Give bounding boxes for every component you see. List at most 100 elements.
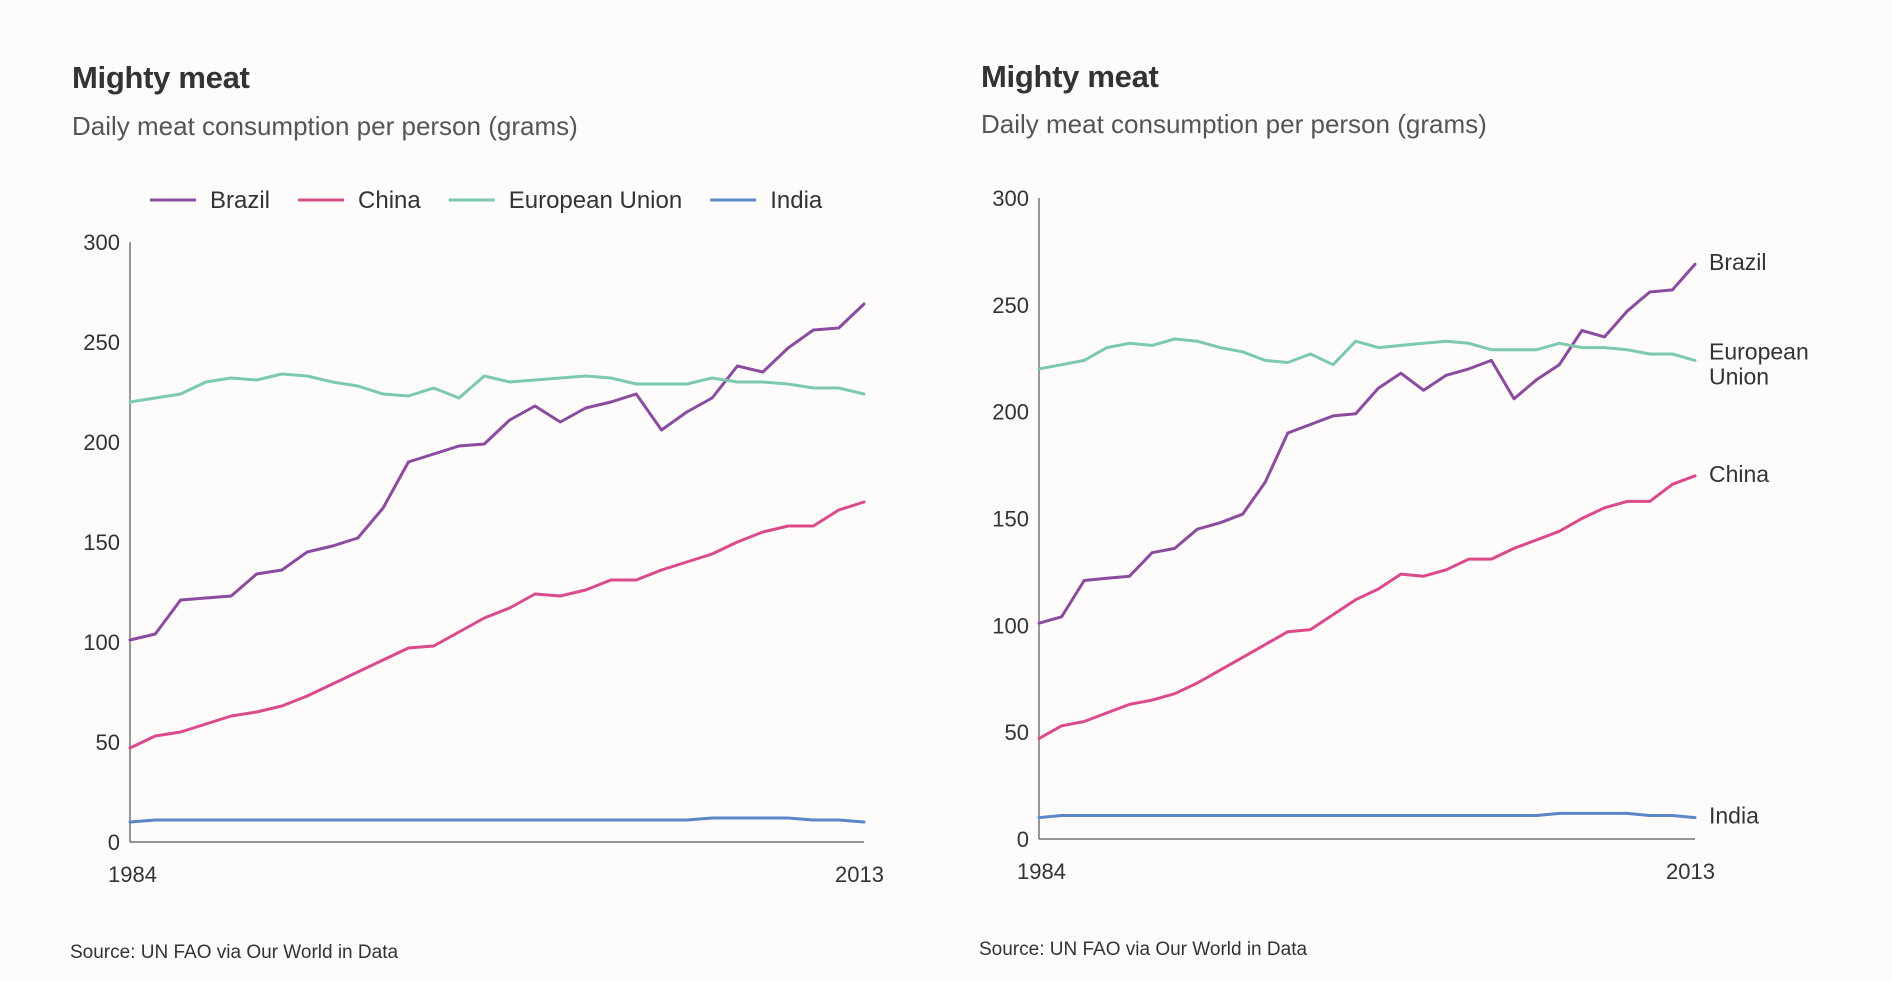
data-point [533, 818, 537, 822]
data-point [1037, 622, 1041, 625]
data-point [1241, 656, 1244, 659]
data-point [786, 346, 790, 350]
data-point [1671, 483, 1674, 486]
data-point [154, 396, 157, 400]
data-point [1128, 703, 1131, 706]
data-point [1218, 814, 1222, 817]
data-point [407, 460, 410, 464]
data-point [1648, 352, 1651, 356]
data-point [1648, 290, 1651, 294]
data-point [584, 588, 587, 592]
data-point [331, 380, 334, 384]
data-point [1037, 367, 1041, 371]
data-point [483, 818, 486, 822]
data-point [306, 818, 309, 822]
data-point [1467, 814, 1470, 817]
data-point [786, 816, 790, 820]
data-point [128, 400, 132, 404]
data-point [1354, 412, 1357, 415]
data-point [660, 428, 663, 432]
data-point [1399, 572, 1403, 576]
data-point [1105, 346, 1109, 349]
data-point [1173, 814, 1176, 817]
data-point [128, 820, 132, 824]
data-point [204, 380, 208, 384]
data-point [710, 552, 714, 556]
data-point [1422, 389, 1425, 392]
data-point [1580, 517, 1584, 520]
data-point [255, 818, 258, 822]
data-point [1535, 538, 1538, 542]
data-point [1060, 615, 1063, 618]
data-point [154, 734, 157, 738]
data-point [584, 406, 587, 410]
data-point [255, 710, 258, 714]
data-point [635, 392, 638, 396]
data-point [1309, 352, 1312, 356]
data-point [1445, 340, 1448, 343]
data-point [761, 370, 764, 374]
data-point [381, 506, 385, 510]
data-point [230, 376, 233, 380]
series-line-china [128, 500, 866, 750]
data-point [1648, 500, 1651, 503]
data-point [1150, 344, 1154, 347]
data-point [356, 670, 359, 674]
data-point [736, 540, 739, 544]
data-point [255, 572, 258, 576]
chart-subtitle: Daily meat consumption per person (grams… [72, 111, 578, 141]
legend-item-european-union: European Union [448, 187, 682, 214]
data-point [1241, 350, 1244, 353]
y-tick-label: 250 [83, 330, 120, 355]
data-point [1490, 359, 1493, 362]
series-european-union [128, 372, 866, 404]
data-point [1671, 352, 1674, 356]
data-point [432, 818, 435, 822]
data-point [432, 386, 435, 390]
data-point [1625, 812, 1629, 815]
data-point [1535, 814, 1538, 817]
data-point [1490, 348, 1493, 351]
data-point [812, 386, 815, 390]
data-point [1128, 342, 1131, 345]
data-point [736, 364, 739, 368]
data-point [1150, 814, 1154, 817]
data-point [457, 396, 461, 400]
data-point [837, 508, 840, 512]
data-point [1377, 346, 1380, 349]
data-point [761, 530, 764, 534]
legend-label: India [770, 187, 823, 214]
y-tick-label: 100 [83, 630, 120, 655]
data-point [204, 722, 208, 726]
data-point [1693, 474, 1697, 477]
data-point [1264, 481, 1267, 484]
data-point [1173, 337, 1176, 341]
data-point [1309, 814, 1312, 817]
data-point [1671, 814, 1674, 817]
data-point [786, 382, 790, 386]
legend-label: European Union [509, 187, 682, 214]
series-line-china [1037, 474, 1697, 741]
data-point [1196, 340, 1199, 343]
data-point [1083, 579, 1086, 582]
data-point [1693, 263, 1697, 266]
data-point [685, 818, 688, 822]
data-point [660, 818, 663, 822]
y-tick-label: 200 [83, 430, 120, 455]
data-point [280, 818, 284, 822]
end-label-china: China [1709, 461, 1769, 487]
data-point [1671, 288, 1674, 292]
data-point [1625, 310, 1629, 313]
data-point [1467, 342, 1470, 345]
data-point [128, 746, 132, 750]
y-tick-label: 50 [1005, 720, 1029, 745]
end-label-brazil: Brazil [1709, 249, 1767, 275]
data-point [710, 376, 714, 380]
data-point [1603, 335, 1606, 339]
y-tick-label: 100 [992, 613, 1029, 638]
data-point [1580, 346, 1584, 349]
source-note: Source: UN FAO via Our World in Data [979, 939, 1308, 960]
data-point [1218, 669, 1222, 672]
data-point [154, 632, 157, 636]
data-point [1422, 575, 1425, 578]
